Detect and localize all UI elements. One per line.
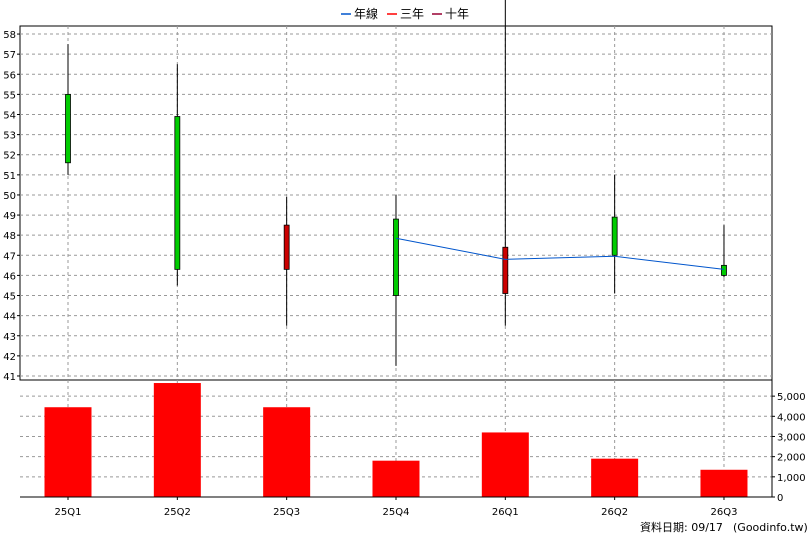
x-tick-label-26Q2: 26Q2 — [601, 507, 628, 518]
price-tick-label: 53 — [3, 131, 16, 142]
volume-bar-25Q2 — [153, 383, 201, 497]
legend-label-0: 年線 — [354, 6, 378, 21]
candlestick-series — [65, 0, 727, 366]
price-tick-label: 47 — [3, 251, 16, 262]
footer-date: 資料日期: 09/17 — [640, 520, 723, 534]
x-tick-label-26Q1: 26Q1 — [492, 507, 519, 518]
price-tick-label: 57 — [3, 50, 16, 61]
price-tick-label: 55 — [3, 90, 16, 101]
ma-line — [395, 237, 725, 270]
volume-tick-label: 0 — [777, 493, 783, 504]
chart-legend: 年線 三年 十年 — [341, 6, 469, 21]
volume-tick-label: 1,000 — [777, 473, 806, 484]
candle-body-25Q3 — [283, 224, 290, 270]
x-axis: 25Q1 25Q2 25Q3 25Q4 26Q1 26Q2 26Q3 — [55, 497, 737, 518]
price-tick-label: 42 — [3, 352, 16, 363]
candle-body-25Q1 — [65, 93, 71, 164]
price-tick-label: 56 — [3, 70, 16, 81]
x-tick-label-25Q4: 25Q4 — [383, 507, 410, 518]
volume-tick-label: 3,000 — [777, 432, 806, 443]
x-tick-label-25Q1: 25Q1 — [55, 507, 82, 518]
price-tick-label: 58 — [3, 30, 16, 41]
price-tick-label: 51 — [3, 171, 16, 182]
volume-bar-26Q1 — [481, 432, 529, 497]
volume-tick-label: 4,000 — [777, 412, 806, 423]
volume-bars — [44, 383, 748, 497]
price-tick-label: 54 — [3, 111, 16, 122]
volume-bar-25Q1 — [44, 407, 92, 497]
volume-bar-25Q4 — [372, 460, 420, 497]
volume-tick-label: 2,000 — [777, 453, 806, 464]
legend-label-2: 十年 — [445, 7, 469, 21]
volume-bar-26Q2 — [591, 458, 639, 497]
ma-line-series — [395, 237, 725, 270]
footer-source: (Goodinfo.tw) — [733, 521, 808, 534]
price-tick-label: 45 — [3, 292, 16, 303]
price-tick-label: 41 — [3, 372, 16, 383]
x-tick-label-25Q3: 25Q3 — [273, 507, 300, 518]
x-tick-label-25Q2: 25Q2 — [164, 507, 191, 518]
candle-body-25Q4 — [393, 218, 399, 296]
volume-bar-25Q3 — [263, 407, 311, 497]
x-tick-label-26Q3: 26Q3 — [710, 507, 737, 518]
volume-bar-26Q3 — [700, 469, 748, 497]
candle-body-26Q1 — [502, 246, 509, 294]
price-tick-label: 48 — [3, 231, 16, 242]
candle-body-25Q2 — [174, 116, 181, 270]
legend-label-1: 三年 — [400, 7, 424, 21]
price-tick-label: 46 — [3, 271, 16, 282]
price-tick-label: 50 — [3, 191, 16, 202]
candle-body-26Q2 — [611, 216, 618, 256]
price-tick-label: 44 — [3, 312, 16, 323]
price-y-axis: 41 42 43 44 45 46 47 48 49 50 51 52 53 54 55 56 57 58 — [3, 30, 20, 383]
volume-tick-label: 5,000 — [777, 392, 806, 403]
price-tick-label: 43 — [3, 332, 16, 343]
candle-body-26Q3 — [721, 264, 727, 276]
price-tick-label: 52 — [3, 151, 16, 162]
price-tick-label: 49 — [3, 211, 16, 222]
